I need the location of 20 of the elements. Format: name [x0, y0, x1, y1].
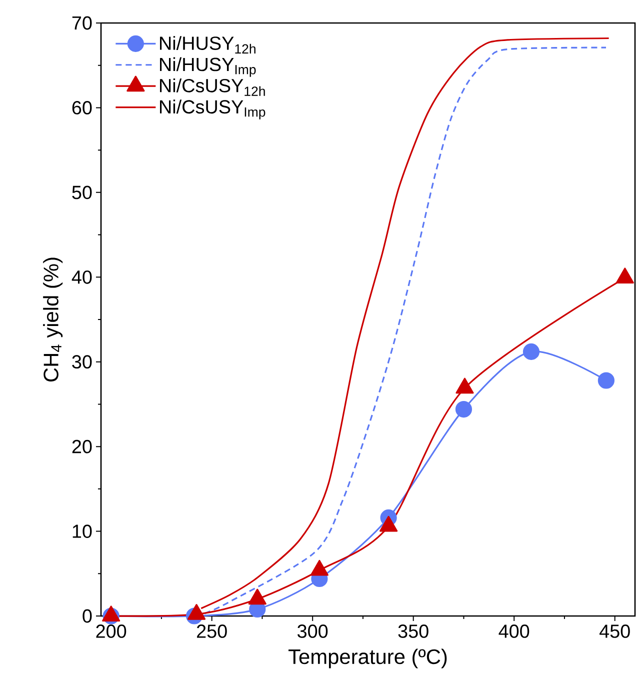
y-tick-label: 60	[72, 101, 92, 114]
x-tick-label: 350	[398, 624, 428, 638]
x-axis-title: Temperature (ºC)	[288, 648, 447, 668]
y-tick-label: 20	[72, 440, 92, 454]
y-tick-label: 50	[72, 186, 92, 200]
x-tick-label: 400	[498, 624, 530, 638]
legend-label: Ni/HUSY$_{Imp}$	[160, 57, 256, 77]
legend-label: Ni/CsUSY$_{12h}$	[160, 78, 265, 96]
legend-label: Ni/HUSY$_{12h}$	[160, 36, 256, 54]
y-tick-label: 70	[72, 16, 92, 30]
y-tick-label: 30	[72, 355, 92, 369]
legend-label: Ni/CsUSY$_{Imp}$	[160, 100, 266, 120]
y-tick-label: 40	[72, 270, 92, 284]
x-tick-label: 450	[600, 624, 630, 638]
x-tick-label: 300	[298, 624, 328, 638]
x-tick-label: 200	[96, 624, 126, 638]
y-axis-title: CH$_{4}$ yield (%)	[43, 258, 63, 382]
x-tick-label: 250	[196, 624, 227, 638]
y-tick-label: 10	[72, 524, 92, 538]
y-tick-label: 0	[82, 609, 92, 623]
